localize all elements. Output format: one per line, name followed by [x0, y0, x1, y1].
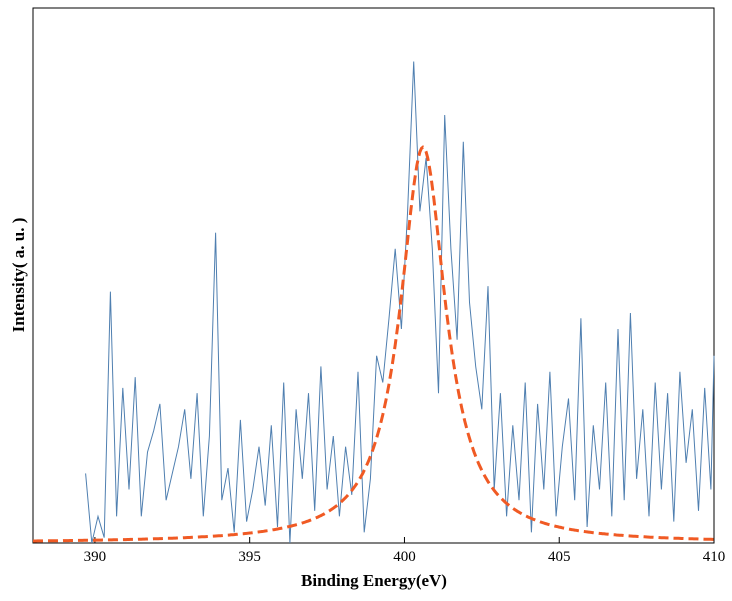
x-tick-label: 405 — [548, 549, 571, 565]
y-axis-title: Intensity( a. u. ) — [9, 218, 28, 333]
series-layer — [33, 61, 715, 544]
raw-spectrum-line — [85, 61, 715, 544]
x-tick-label: 400 — [393, 549, 416, 565]
x-axis-ticks: 390 395 400 405 410 — [84, 537, 726, 565]
x-tick-label: 390 — [84, 549, 107, 565]
fit-curve-line — [33, 145, 714, 543]
x-axis-title: Binding Energy(eV) — [301, 571, 447, 590]
plot-frame — [32, 7, 715, 544]
x-tick-label: 410 — [703, 549, 726, 565]
x-tick-label: 395 — [238, 549, 261, 565]
